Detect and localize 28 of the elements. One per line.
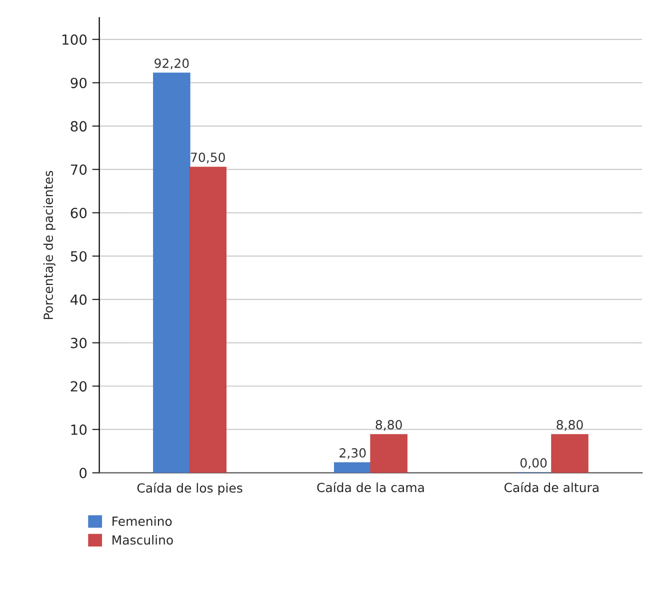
bar xyxy=(551,434,588,473)
bar xyxy=(189,166,227,473)
x-tick-label: Caída de la cama xyxy=(317,482,424,492)
y-tick-label: 50 xyxy=(70,251,87,262)
data-label: 2,30 xyxy=(340,448,366,459)
bar xyxy=(370,434,408,473)
y-tick-label: 70 xyxy=(70,164,87,175)
y-tick-label: 0 xyxy=(80,468,87,478)
y-tick-label: 100 xyxy=(62,34,87,45)
data-label: 8,80 xyxy=(556,420,583,431)
legend-label: Masculino xyxy=(112,535,173,545)
data-label: 92,20 xyxy=(154,58,189,70)
bar xyxy=(334,462,372,473)
x-tick-label: Caída de altura xyxy=(504,482,598,492)
y-tick-label: 60 xyxy=(70,208,87,218)
legend-label: Femenino xyxy=(112,516,172,526)
data-label: 70,50 xyxy=(191,152,225,164)
data-label: 0,00 xyxy=(520,458,547,469)
y-axis-title: Porcentaje de pacientes xyxy=(43,170,56,320)
y-tick-label: 10 xyxy=(71,424,87,435)
y-tick-label: 40 xyxy=(70,294,87,305)
data-label: 8,80 xyxy=(376,420,402,431)
y-tick-label: 80 xyxy=(70,121,87,132)
y-tick-label: 20 xyxy=(70,381,87,392)
y-tick-label: 90 xyxy=(70,78,87,88)
x-tick-label: Caída de los pies xyxy=(137,482,242,496)
bar xyxy=(153,72,190,473)
y-tick-label: 30 xyxy=(70,338,87,348)
